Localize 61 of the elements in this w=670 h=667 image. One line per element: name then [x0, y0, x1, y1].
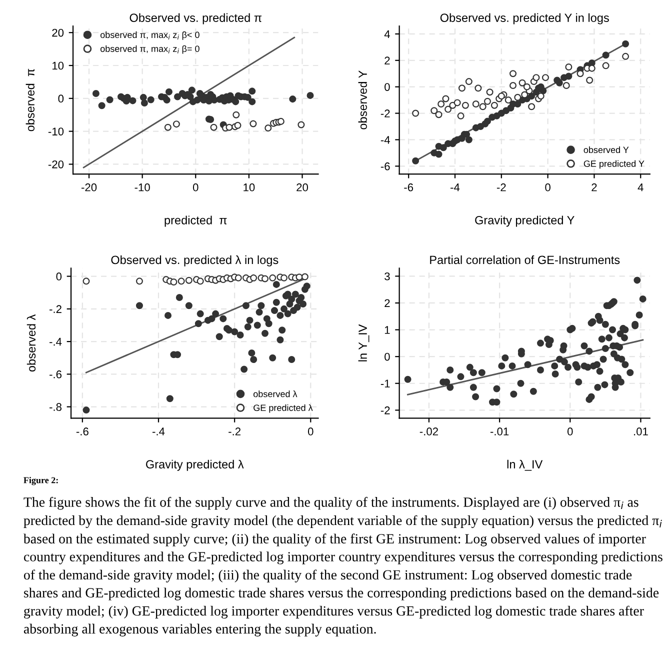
y-tick-label: 0 — [384, 352, 390, 361]
chart-title: Partial correlation of GE-Instruments — [430, 255, 620, 264]
legend-label: GE predicted Y — [584, 160, 644, 169]
x-axis-title: ln λ_IV — [507, 460, 543, 471]
x-axis-title: predicted π — [164, 216, 227, 227]
y-tick-label: 2 — [384, 299, 390, 307]
y-tick-label: 0 — [58, 94, 64, 103]
x-tick-label: -.2 — [228, 428, 240, 436]
y-tick-label: -6 — [380, 162, 390, 170]
y-axis-title: observed π — [26, 68, 34, 132]
x-tick-label: -6 — [404, 183, 414, 192]
y-tick-label: 4 — [384, 30, 390, 38]
y-tick-label: -20 — [48, 160, 64, 168]
legend-label: observed π, max$_{i}$ z$_{i}$ β= 0 — [100, 45, 200, 54]
x-tick-label: 0 — [308, 428, 314, 436]
y-axis-title: observed Y — [358, 70, 367, 130]
x-tick-label: -.02 — [420, 428, 438, 436]
x-tick-label: 0 — [192, 183, 198, 192]
y-tick-label: 0 — [384, 83, 390, 91]
y-tick-label: -2 — [380, 110, 390, 118]
legend-label: observed Y — [584, 146, 629, 154]
y-tick-label: -.2 — [50, 305, 62, 313]
x-tick-label: -.6 — [76, 428, 88, 436]
x-tick-label: 4 — [638, 184, 644, 192]
x-tick-label: .01 — [634, 428, 648, 436]
y-tick-label: -10 — [48, 128, 64, 136]
y-tick-label: -2 — [380, 406, 390, 414]
legend-label: GE predicted λ — [254, 404, 313, 413]
x-tick-label: -.01 — [490, 428, 509, 436]
x-tick-label: -.4 — [152, 428, 165, 436]
y-tick-label: -.4 — [50, 338, 62, 346]
chart-title: Observed vs. predicted Y in logs — [440, 13, 609, 24]
y-tick-label: 20 — [52, 28, 64, 37]
x-tick-label: -2 — [496, 183, 506, 192]
x-tick-label: 2 — [592, 183, 597, 192]
y-axis-title: ln Y_IV — [358, 324, 370, 362]
y-tick-label: -4 — [380, 136, 390, 144]
y-tick-label: 2 — [384, 56, 390, 64]
x-axis-title: Gravity predicted Y — [475, 216, 574, 227]
x-axis-title: Gravity predicted λ — [146, 460, 244, 471]
chart-title: Observed vs. predicted λ in logs — [111, 255, 278, 266]
y-tick-label: -1 — [380, 380, 390, 388]
y-axis-title: observed λ — [26, 314, 36, 372]
chart-title: Observed vs. predicted π — [130, 13, 262, 24]
x-tick-label: 0 — [567, 428, 573, 436]
x-tick-label: 20 — [296, 183, 308, 192]
legend-label: observed π, max$_{i}$ z$_{i}$ β< 0 — [100, 31, 200, 40]
y-tick-label: 10 — [52, 62, 64, 70]
x-tick-label: -20 — [81, 183, 97, 192]
y-tick-label: -.8 — [50, 403, 62, 411]
x-tick-label: 0 — [545, 183, 550, 192]
x-tick-label: -10 — [134, 183, 150, 192]
text: The figure shows the fit of the supply curve and the quality of the instruments. Displayed are (i) observed π$_{i}$ as predicted by the demand-side gravity model (the dependent variable of the supply equation) versus the predicted π$_{i}$ based on the estimated supply curve; (ii) the quality of the first GE instrument: Log observed values of importer country expenditures and the GE-predicted log importer country expenditures versus the corresponding predictions of the demand-side gravity model; (iii) the quality of the second GE instrument: Log observed domestic trade shares and GE-predicted log domestic trade shares versus the corresponding predictions based on the demand-side gravity model; (iv) GE-predicted log importer expenditures versus GE-predicted log domestic trade shares after absorbing all exogenous variables entering the supply equation. — [23, 496, 662, 636]
y-tick-label: 1 — [384, 326, 390, 334]
y-tick-label: 3 — [384, 272, 390, 280]
x-tick-label: -4 — [450, 184, 460, 192]
caption: Figure 2: — [24, 476, 58, 486]
y-tick-label: 0 — [56, 272, 62, 280]
legend-label: observed λ — [254, 390, 298, 398]
x-tick-label: 10 — [244, 183, 255, 192]
y-tick-label: -.6 — [50, 370, 62, 378]
